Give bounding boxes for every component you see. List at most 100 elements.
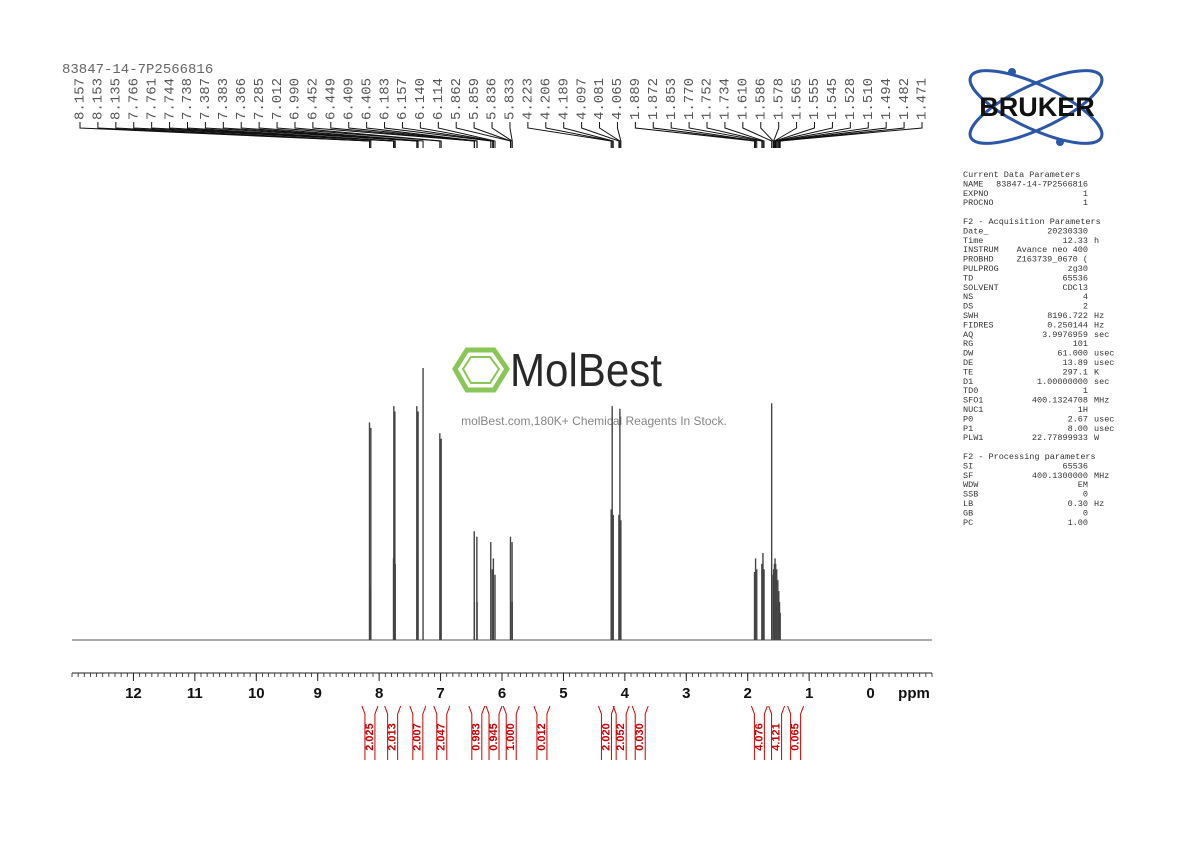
parameter-value: 1 <box>1083 386 1088 396</box>
peak-label: 1.494 <box>879 78 895 120</box>
peak-label: 1.578 <box>771 78 787 120</box>
integral-label: 2.052 <box>615 723 627 751</box>
peak-label: 7.738 <box>180 78 196 120</box>
peak-leader <box>133 122 395 148</box>
peak-leader <box>779 122 923 148</box>
peak-label: 1.545 <box>825 78 841 120</box>
logo-dot <box>1008 68 1016 76</box>
parameter-value: 22.77899933 <box>1032 433 1088 443</box>
parameter-value: 13.89 <box>1062 358 1088 368</box>
peak-leader <box>222 122 418 148</box>
parameter-name: NS <box>963 292 973 302</box>
parameter-unit: Hz <box>1094 499 1104 509</box>
parameter-value: Z163739_0670 ( <box>1017 255 1088 265</box>
integral-label: 2.020 <box>600 723 612 751</box>
watermark-hexagon <box>452 347 510 393</box>
integral-label: 0.030 <box>634 723 646 751</box>
integral-label: 2.047 <box>436 723 448 751</box>
x-tick-label: 1 <box>805 685 813 702</box>
parameter-value: EM <box>1078 480 1088 490</box>
integral-bracket <box>485 705 503 760</box>
parameter-name: INSTRUM <box>963 245 999 255</box>
parameter-value: 4 <box>1083 292 1088 302</box>
parameter-value: 20230330 <box>1047 226 1088 236</box>
x-axis-label: ppm <box>898 685 930 702</box>
parameter-unit: sec <box>1094 330 1109 340</box>
peak-leader <box>151 122 395 148</box>
peak-leader <box>779 122 905 148</box>
peak-leader <box>258 122 424 148</box>
sample-title: 83847-14-7P2566816 <box>62 62 213 78</box>
integral-bracket <box>409 705 427 760</box>
parameter-value: 12.33 <box>1062 236 1088 246</box>
logo-text: BRUKER <box>979 92 1095 122</box>
peak-leader <box>186 122 396 148</box>
peak-label: 5.833 <box>503 78 519 120</box>
parameter-section-title: F2 - Processing parameters <box>963 452 1096 462</box>
peak-label: 1.889 <box>628 78 644 120</box>
parameter-section-title: Current Data Parameters <box>963 170 1080 180</box>
integral-bracket <box>384 705 402 760</box>
peak-leader <box>509 122 513 148</box>
parameter-name: D1 <box>963 377 973 387</box>
peak-label: 4.206 <box>538 78 554 120</box>
parameter-name: SSB <box>963 490 978 500</box>
logo-orbit <box>968 69 1104 145</box>
parameter-name: SWH <box>963 311 978 321</box>
parameter-unit: Hz <box>1094 311 1104 321</box>
peak-label: 7.383 <box>216 78 232 120</box>
integral-bracket <box>768 705 786 760</box>
parameter-name: RG <box>963 339 973 349</box>
x-tick-label: 11 <box>187 685 203 702</box>
logo-dot <box>1056 138 1064 146</box>
integral-bracket <box>433 705 451 760</box>
peak-label: 8.135 <box>109 78 125 120</box>
peak-label: 7.012 <box>270 78 286 120</box>
peak-label: 1.565 <box>789 78 805 120</box>
peak-label: 1.752 <box>700 78 716 120</box>
parameter-value: CDCl3 <box>1062 283 1088 293</box>
parameter-name: LB <box>963 499 973 509</box>
parameter-unit: MHz <box>1094 471 1109 481</box>
watermark-tagline: molBest.com,180K+ Chemical Reagents In S… <box>461 414 727 428</box>
peak-label: 1.586 <box>753 78 769 120</box>
parameter-name: AQ <box>963 330 973 340</box>
peak-leader <box>366 122 478 148</box>
peak-leader <box>419 122 494 148</box>
parameter-name: DE <box>963 358 973 368</box>
peak-label: 7.387 <box>198 78 214 120</box>
parameter-name: TD0 <box>963 386 978 396</box>
parameter-value: 8.00 <box>1068 424 1088 434</box>
integral-label: 4.121 <box>770 723 782 751</box>
peak-label: 6.140 <box>413 78 429 120</box>
peak-leader <box>401 122 493 148</box>
peak-label: 6.114 <box>431 78 447 120</box>
parameter-name: Time <box>963 236 983 246</box>
peak-leader <box>581 122 620 148</box>
parameter-name: PULPROG <box>963 264 999 274</box>
peak-leader <box>384 122 492 148</box>
parameter-section-title: F2 - Acquisition Parameters <box>963 217 1101 227</box>
peak-leader <box>616 122 622 148</box>
parameter-unit: h <box>1094 236 1099 246</box>
integral-bracket <box>597 705 615 760</box>
parameter-name: DS <box>963 302 973 312</box>
peak-label: 5.836 <box>485 78 501 120</box>
parameter-name: TD <box>963 273 973 283</box>
peak-leader <box>652 122 757 148</box>
parameter-unit: usec <box>1094 424 1114 434</box>
parameter-name: P1 <box>963 424 973 434</box>
peak-label: 7.744 <box>162 78 178 120</box>
peak-label: 4.081 <box>592 78 608 120</box>
parameter-value: 101 <box>1073 339 1088 349</box>
peak-leader <box>706 122 764 148</box>
peak-label: 1.510 <box>861 78 877 120</box>
peak-label: 1.770 <box>682 78 698 120</box>
parameter-name: NUC1 <box>963 405 983 415</box>
integral-label: 0.945 <box>488 723 500 751</box>
integral-bracket <box>612 705 630 760</box>
x-tick-label: 8 <box>375 685 383 702</box>
peak-leader <box>778 122 887 148</box>
parameter-value: 0 <box>1083 508 1088 518</box>
